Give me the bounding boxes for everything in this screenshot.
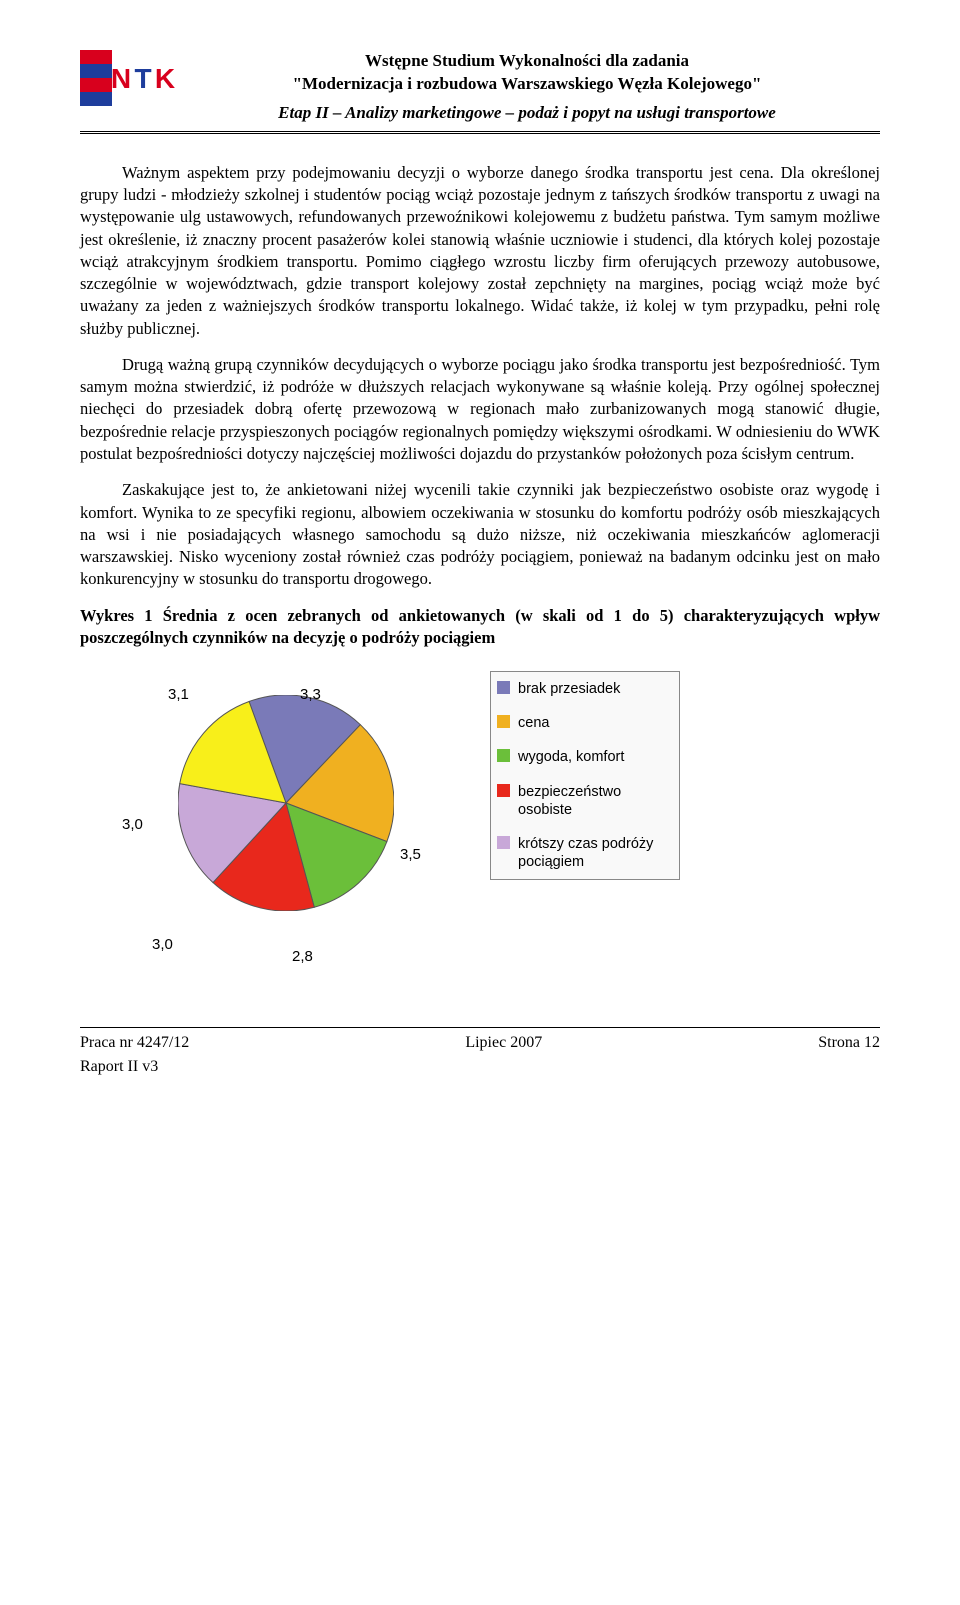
legend-label: wygoda, komfort: [518, 748, 624, 766]
legend-item: cena: [497, 714, 673, 732]
header-rule-top: [80, 131, 880, 132]
logo-text: N T K: [110, 60, 176, 98]
chart-title: Wykres 1 Średnia z ocen zebranych od ank…: [80, 605, 880, 650]
footer-left: Praca nr 4247/12: [80, 1032, 189, 1054]
legend-label: krótszy czas podróży pociągiem: [518, 835, 673, 871]
page-footer: Praca nr 4247/12 Lipiec 2007 Strona 12 R…: [80, 1027, 880, 1077]
pie-value-label: 3,0: [152, 935, 173, 955]
pie-chart: 3,1 3,3 3,0 3,5 3,0 2,8: [120, 667, 460, 967]
footer-center: Lipiec 2007: [465, 1032, 542, 1054]
legend-swatch: [497, 784, 510, 797]
legend-item: brak przesiadek: [497, 680, 673, 698]
legend-item: bezpieczeństwo osobiste: [497, 783, 673, 819]
title-line1: Wstępne Studium Wykonalności dla zadania: [174, 50, 880, 73]
logo-stripes: [80, 50, 112, 106]
page-header: N T K Wstępne Studium Wykonalności dla z…: [80, 50, 880, 125]
paragraph-3: Zaskakujące jest to, że ankietowani niże…: [80, 479, 880, 590]
header-titles: Wstępne Studium Wykonalności dla zadania…: [174, 50, 880, 125]
legend-swatch: [497, 749, 510, 762]
legend-label: cena: [518, 714, 549, 732]
legend-item: wygoda, komfort: [497, 748, 673, 766]
footer-row: Praca nr 4247/12 Lipiec 2007 Strona 12: [80, 1032, 880, 1054]
footer-note: Raport II v3: [80, 1056, 880, 1078]
footer-right: Strona 12: [818, 1032, 880, 1054]
pie-value-label: 3,5: [400, 845, 421, 865]
header-rule-bottom: [80, 133, 880, 134]
chart-legend: brak przesiadek cena wygoda, komfort bezpie…: [490, 671, 680, 880]
pie-value-label: 3,3: [300, 685, 321, 705]
paragraph-1: Ważnym aspektem przy podejmowaniu decyzj…: [80, 162, 880, 340]
paragraph-2: Drugą ważną grupą czynników decydujących…: [80, 354, 880, 465]
pie-value-label: 3,1: [168, 685, 189, 705]
pie-svg: [178, 695, 394, 911]
chart-container: 3,1 3,3 3,0 3,5 3,0 2,8 brak przesiadek cena wy…: [120, 667, 880, 967]
legend-swatch: [497, 681, 510, 694]
legend-label: bezpieczeństwo osobiste: [518, 783, 673, 819]
cntk-logo: N T K: [80, 50, 166, 106]
pie-value-label: 3,0: [122, 815, 143, 835]
legend-swatch: [497, 836, 510, 849]
subtitle: Etap II – Analizy marketingowe – podaż i…: [174, 102, 880, 125]
footer-rule: [80, 1027, 880, 1028]
pie-value-label: 2,8: [292, 947, 313, 967]
legend-label: brak przesiadek: [518, 680, 620, 698]
title-line2: "Modernizacja i rozbudowa Warszawskiego …: [174, 73, 880, 96]
legend-swatch: [497, 715, 510, 728]
legend-item: krótszy czas podróży pociągiem: [497, 835, 673, 871]
